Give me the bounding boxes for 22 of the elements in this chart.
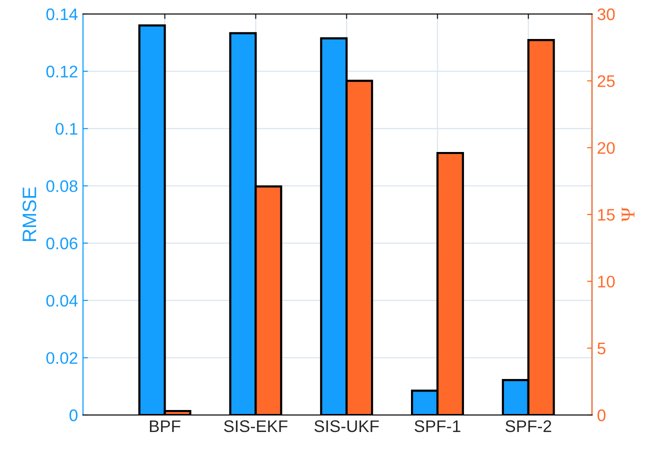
y2-tick-label: 5 <box>598 342 606 354</box>
y-tick-label: 0 <box>70 409 78 422</box>
y-tick-label: 0.1 <box>56 122 78 135</box>
y2-tick-label: 10 <box>598 276 615 288</box>
y-tick-label: 0.06 <box>46 238 78 250</box>
y-tick-label: 0.02 <box>46 352 78 364</box>
y2-tick-label: 20 <box>598 142 615 154</box>
y-tick-label: 0.08 <box>46 180 78 192</box>
x-tick-label: SPF-2 <box>506 420 552 432</box>
y-tick-label: 0.14 <box>46 8 78 20</box>
y2-tick-label: 15 <box>598 209 615 221</box>
y2-axis-title: Ψ <box>622 207 634 222</box>
y-tick-label: 0.04 <box>46 294 78 307</box>
x-tick-label: SPF-1 <box>414 420 460 432</box>
y2-tick-label: 0 <box>598 409 606 422</box>
x-tick-label: SIS-EKF <box>224 420 288 432</box>
x-tick-label: SIS-UKF <box>314 420 379 432</box>
y-axis-title: RMSE <box>22 187 36 241</box>
y-tick-label: 0.12 <box>46 66 78 78</box>
x-tick-label: BPF <box>150 420 180 432</box>
y2-tick-label: 25 <box>598 75 615 88</box>
y2-tick-label: 30 <box>597 8 615 20</box>
